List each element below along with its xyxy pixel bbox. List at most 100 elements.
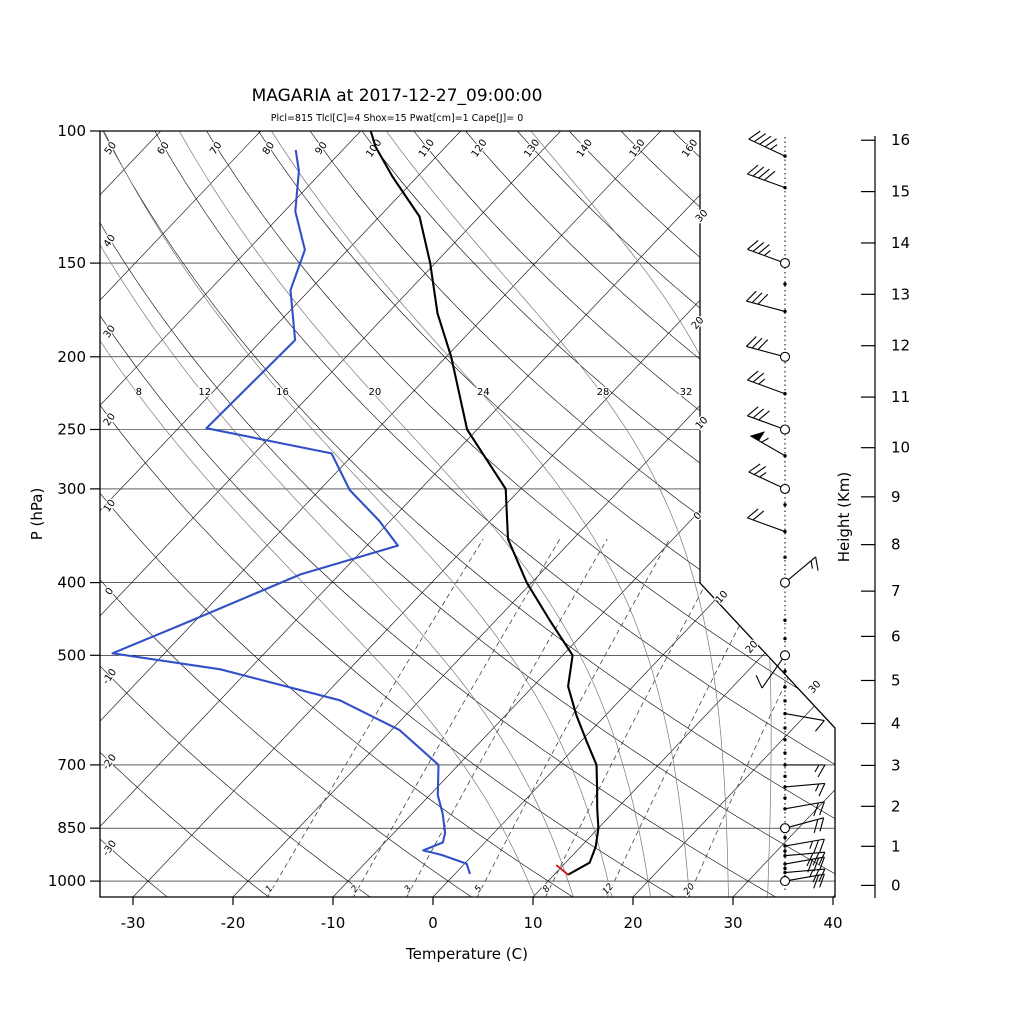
isotherm-line — [124, 125, 866, 906]
station-circle — [781, 877, 790, 886]
isotherm-line — [324, 125, 1024, 906]
profiles-group — [113, 131, 599, 875]
wind-barb-full — [814, 819, 818, 833]
temperature-tick-label: 40 — [823, 914, 842, 932]
wind-barb-full — [814, 875, 819, 888]
height-tick-label: 9 — [891, 488, 901, 506]
dry-adiabat-line — [0, 132, 169, 899]
wind-barb-half — [759, 379, 765, 384]
wind-barb-half — [762, 438, 769, 442]
chart-title: MAGARIA at 2017-12-27_09:00:00 — [252, 86, 543, 106]
wind-barb-full — [814, 840, 819, 853]
grid-lines-group — [0, 125, 1024, 906]
dry-adiabat-line — [0, 132, 677, 899]
pressure-tick-label: 850 — [57, 819, 86, 837]
wind-barb-staff — [785, 874, 824, 881]
station-dot — [783, 154, 786, 157]
wind-barb-half — [764, 250, 770, 255]
chart-params-line: Plcl=815 Tlcl[C]=4 Shox=15 Pwat[cm]=1 Ca… — [271, 113, 524, 124]
station-dot — [783, 556, 786, 559]
wind-barb-full — [760, 136, 771, 144]
wind-barb-half — [811, 561, 812, 569]
dry-adiabat-line — [0, 132, 474, 899]
station-dot — [783, 796, 786, 799]
dry-adiabat-line — [414, 132, 1024, 899]
mixing-ratio-label: 1 — [264, 884, 275, 895]
wind-barb-half — [815, 784, 818, 791]
dry-adiabat-label: -30 — [101, 839, 119, 859]
wind-barb-staff — [785, 714, 824, 721]
wind-barb-staff — [762, 655, 785, 688]
station-dot — [783, 836, 786, 839]
temperature-tick-label: -20 — [221, 914, 246, 932]
station-dot — [783, 685, 786, 688]
station-dot — [783, 619, 786, 622]
dry-adiabat-label: 120 — [470, 138, 490, 160]
moist-adiabat-line — [272, 131, 690, 897]
wind-barb-full — [820, 802, 825, 815]
isotherm-edge-label: 30 — [694, 208, 711, 225]
dry-adiabat-label: 80 — [261, 140, 277, 157]
pressure-tick-label: 500 — [57, 646, 86, 664]
station-dot — [783, 712, 786, 715]
station-dot — [783, 763, 786, 766]
station-circle — [781, 578, 790, 587]
station-dot — [783, 310, 786, 313]
station-dot — [783, 186, 786, 189]
moist-adiabat-label: 28 — [597, 387, 610, 398]
station-dot — [783, 738, 786, 741]
mixing-ratio-line — [477, 539, 669, 897]
moist-adiabat-label: 8 — [136, 387, 142, 398]
pressure-tick-label: 300 — [57, 480, 86, 498]
isotherm-line — [724, 125, 1024, 906]
temperature-tick-label: -30 — [121, 914, 146, 932]
pressure-tick-label: 1000 — [48, 872, 86, 890]
station-dot — [783, 726, 786, 729]
height-tick-label: 12 — [891, 337, 910, 355]
isotherm-edge-label: 10 — [714, 589, 731, 606]
dry-adiabat-label: 70 — [208, 140, 224, 157]
moist-adiabat-label: 16 — [276, 387, 289, 398]
pressure-tick-label: 700 — [57, 756, 86, 774]
pressure-tick-label: 100 — [57, 122, 86, 140]
wind-barb-full — [819, 783, 825, 796]
height-tick-label: 11 — [891, 388, 910, 406]
station-dot — [783, 862, 786, 865]
station-dot — [783, 637, 786, 640]
height-tick-label: 3 — [891, 756, 901, 774]
isotherm-line — [0, 125, 166, 906]
mixing-ratio-line — [546, 539, 730, 897]
y-axis-title: P (hPa) — [28, 488, 46, 541]
dry-adiabat-label: 140 — [575, 138, 595, 160]
moist-adiabat-line — [0, 131, 535, 897]
temperature-tick-label: 30 — [723, 914, 742, 932]
height-tick-label: 1 — [891, 837, 901, 855]
pressure-tick-label: 200 — [57, 348, 86, 366]
moist-adiabat-line — [104, 131, 612, 897]
mixing-ratio-line — [607, 539, 784, 897]
wind-barb-half — [770, 145, 777, 150]
plot-border — [100, 131, 835, 897]
station-dot — [783, 807, 786, 810]
wind-barb-full — [820, 839, 825, 852]
height-tick-label: 2 — [891, 797, 901, 815]
wind-barb-full — [820, 818, 824, 832]
station-dot — [783, 849, 786, 852]
dry-adiabat-label: 90 — [314, 140, 330, 157]
station-dot — [783, 282, 786, 285]
isotherm-line — [0, 125, 466, 906]
station-dot — [783, 854, 786, 857]
height-axis-title: Height (Km) — [835, 472, 853, 563]
isotherm-line — [624, 125, 1024, 906]
moist-adiabat-label: 20 — [369, 387, 382, 398]
height-tick-label: 10 — [891, 439, 910, 457]
wind-barbs-group — [746, 131, 825, 890]
moist-adiabat-line — [179, 131, 650, 897]
height-tick-label: 4 — [891, 714, 901, 732]
height-tick-label: 0 — [891, 876, 901, 894]
temperature-tick-label: 0 — [428, 914, 438, 932]
isotherm-line — [24, 125, 766, 906]
